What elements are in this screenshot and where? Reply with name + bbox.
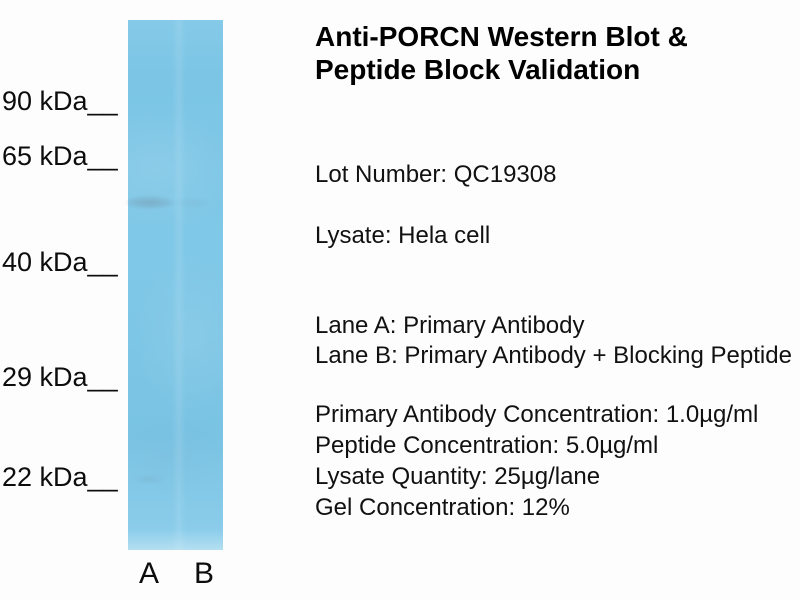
mw-marker-65kda: 65 kDa__: [2, 141, 118, 171]
figure-title-line2: Peptide Block Validation: [315, 54, 641, 85]
spec-lysate-quantity: Lysate Quantity: 25µg/lane: [315, 463, 601, 490]
lane-a-description: Lane A: Primary Antibody: [315, 312, 585, 339]
experiment-specs: Primary Antibody Concentration: 1.0µg/ml…: [315, 399, 758, 523]
spec-primary-antibody-concentration: Primary Antibody Concentration: 1.0µg/ml: [315, 401, 759, 428]
protein-band-lane-a: [125, 196, 174, 209]
lane-label-b: B: [194, 557, 215, 590]
blot-strip-image: [125, 20, 223, 550]
spec-gel-concentration: Gel Concentration: 12%: [315, 494, 570, 521]
protein-band-lane-b-faint: [172, 198, 212, 208]
faint-smudge-lane-a: [132, 475, 166, 484]
lane-label-a: A: [139, 557, 160, 590]
mw-marker-90kda: 90 kDa__: [2, 86, 118, 116]
mw-marker-22kda: 22 kDa__: [2, 462, 118, 492]
figure-title: Anti-PORCN Western Blot & Peptide Block …: [315, 20, 688, 86]
lane-b-description: Lane B: Primary Antibody + Blocking Pept…: [315, 342, 792, 369]
spec-peptide-concentration: Peptide Concentration: 5.0µg/ml: [315, 432, 659, 459]
figure-title-line1: Anti-PORCN Western Blot &: [315, 21, 688, 52]
mw-marker-40kda: 40 kDa__: [2, 247, 118, 277]
mw-marker-29kda: 29 kDa__: [2, 362, 118, 392]
lot-number-text: Lot Number: QC19308: [315, 161, 557, 188]
lane-descriptions: Lane A: Primary Antibody Lane B: Primary…: [315, 311, 792, 371]
lysate-text: Lysate: Hela cell: [315, 222, 491, 249]
